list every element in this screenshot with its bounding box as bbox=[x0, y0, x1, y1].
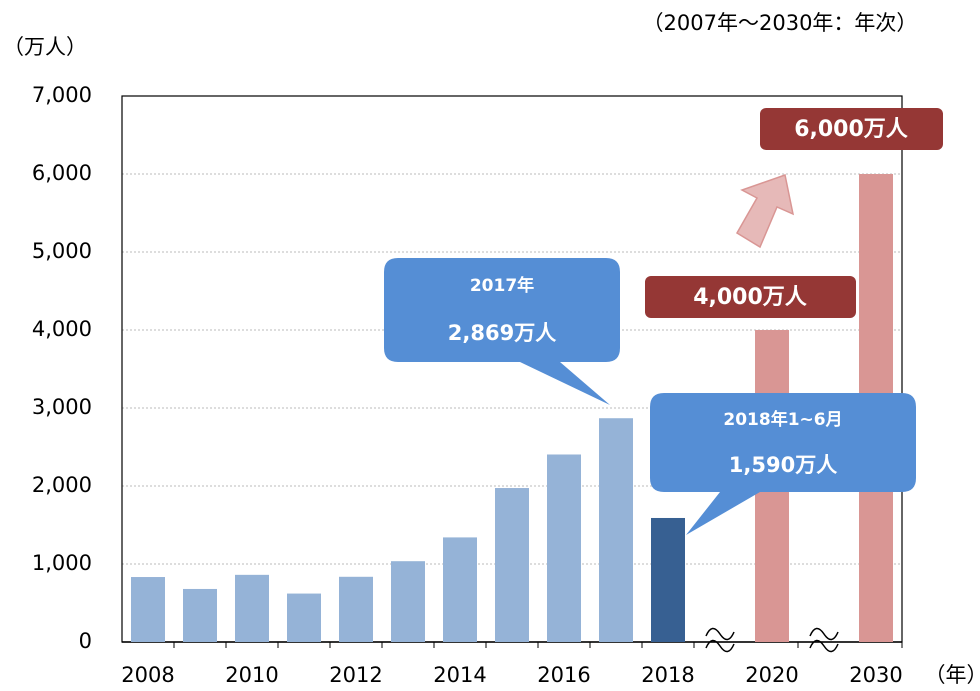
bar bbox=[131, 577, 165, 642]
x-tick-label: 2030 bbox=[849, 663, 902, 687]
growth-arrow bbox=[735, 174, 795, 249]
label-box bbox=[645, 276, 856, 318]
y-tick-label: 1,000 bbox=[32, 551, 92, 575]
y-tick-label: 7,000 bbox=[32, 83, 92, 107]
annotation: 2018年1~6月 bbox=[723, 409, 842, 430]
bar bbox=[391, 561, 425, 642]
value-label: 2,869万人 bbox=[448, 321, 556, 345]
callout bbox=[650, 393, 916, 535]
bar bbox=[183, 588, 217, 642]
x-tick-label: 2016 bbox=[537, 663, 590, 687]
value-label: 1,590万人 bbox=[729, 453, 837, 477]
y-tick-label: 6,000 bbox=[32, 161, 92, 185]
y-tick-label: 3,000 bbox=[32, 395, 92, 419]
x-tick-label: 2008 bbox=[121, 663, 174, 687]
y-axis-label: （万人） bbox=[3, 35, 87, 59]
x-axis-label: （年） bbox=[925, 663, 980, 687]
axis-break bbox=[809, 627, 839, 653]
bar bbox=[651, 517, 685, 642]
y-tick-label: 0 bbox=[79, 629, 92, 653]
x-tick-label: 2018 bbox=[641, 663, 694, 687]
bar bbox=[495, 488, 529, 642]
bar bbox=[547, 454, 581, 642]
y-tick-label: 4,000 bbox=[32, 317, 92, 341]
label-box bbox=[760, 108, 943, 150]
x-tick-label: 2020 bbox=[745, 663, 798, 687]
bar bbox=[339, 576, 373, 642]
y-tick-label: 5,000 bbox=[32, 239, 92, 263]
axis-break bbox=[705, 627, 735, 653]
bar bbox=[287, 593, 321, 642]
y-tick-label: 2,000 bbox=[32, 473, 92, 497]
annotation: 2017年 bbox=[470, 275, 534, 296]
callout bbox=[384, 258, 620, 405]
bar bbox=[235, 574, 269, 642]
chart-subtitle: （2007年～2030年：年次） bbox=[643, 11, 918, 35]
plot: 0 1,000 2,000 3,000 4,000 5,000 6,000 7,000 2008… bbox=[32, 83, 903, 687]
x-tick-label: 2010 bbox=[225, 663, 278, 687]
x-tick-label: 2012 bbox=[329, 663, 382, 687]
value-label: 6,000万人 bbox=[794, 117, 908, 142]
x-tick-label: 2014 bbox=[433, 663, 486, 687]
bar bbox=[599, 418, 633, 642]
value-label: 4,000万人 bbox=[693, 285, 807, 310]
bar bbox=[443, 537, 477, 642]
